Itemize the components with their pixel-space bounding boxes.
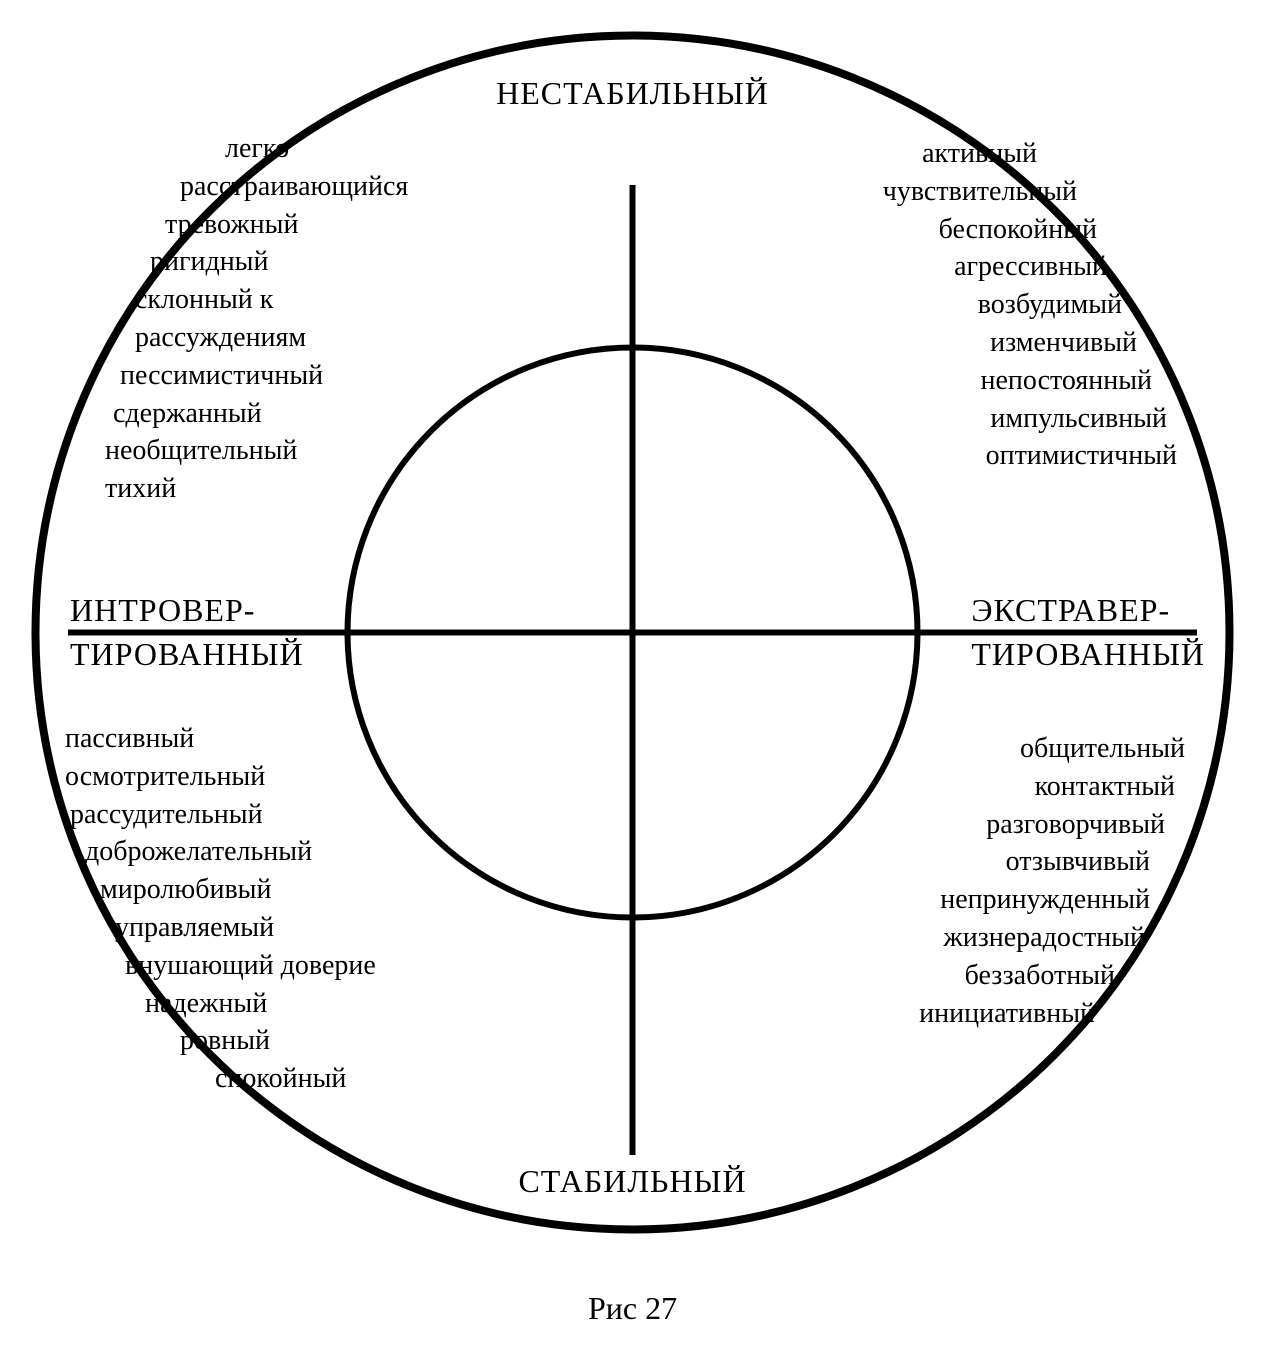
trait-item: тревожный xyxy=(105,206,408,244)
trait-item: склонный к xyxy=(105,281,408,319)
trait-item: оптимистичный xyxy=(883,437,1177,475)
figure-caption: Рис 27 xyxy=(588,1290,677,1327)
trait-item: ровный xyxy=(65,1022,376,1060)
axis-label-left-line1: ИНТРОВЕР- xyxy=(70,592,255,628)
axis-label-bottom: СТАБИЛЬНЫЙ xyxy=(518,1163,746,1200)
eysenck-circumplex-diagram: НЕСТАБИЛЬНЫЙ СТАБИЛЬНЫЙ ИНТРОВЕР- ТИРОВА… xyxy=(30,30,1235,1235)
trait-item: общительный xyxy=(919,730,1185,768)
trait-item: рассудительный xyxy=(65,796,376,834)
quadrant-top-right: активный чувствительный беспокойный агре… xyxy=(883,135,1177,475)
trait-item: беззаботный xyxy=(919,957,1185,995)
trait-item: пессимистичный xyxy=(105,357,408,395)
trait-item: инициативный xyxy=(919,995,1185,1033)
trait-item: легко xyxy=(105,130,408,168)
trait-item: управляемый xyxy=(65,909,376,947)
trait-item: непостоянный xyxy=(883,362,1177,400)
trait-item: чувствительный xyxy=(883,173,1177,211)
axis-label-right: ЭКСТРАВЕР- ТИРОВАННЫЙ xyxy=(971,588,1205,678)
trait-item: активный xyxy=(883,135,1177,173)
trait-item: рассуждениям xyxy=(105,319,408,357)
trait-item: осмотрительный xyxy=(65,758,376,796)
trait-item: непринужденный xyxy=(919,881,1185,919)
trait-item: надежный xyxy=(65,985,376,1023)
quadrant-top-left: легко расстраивающийся тревожный ригидны… xyxy=(105,130,408,508)
axis-label-right-line1: ЭКСТРАВЕР- xyxy=(971,592,1170,628)
trait-item: жизнерадостный xyxy=(919,919,1185,957)
axis-label-left-line2: ТИРОВАННЫЙ xyxy=(70,637,304,673)
trait-item: внушающий доверие xyxy=(65,947,376,985)
trait-item: ригидный xyxy=(105,243,408,281)
trait-item: сдержанный xyxy=(105,395,408,433)
axis-label-left: ИНТРОВЕР- ТИРОВАННЫЙ xyxy=(70,588,304,678)
quadrant-bottom-right: общительный контактный разговорчивый отз… xyxy=(919,730,1185,1032)
trait-item: беспокойный xyxy=(883,211,1177,249)
trait-item: контактный xyxy=(919,768,1185,806)
trait-item: спокойный xyxy=(65,1060,376,1098)
trait-item: разговорчивый xyxy=(919,806,1185,844)
trait-item: пассивный xyxy=(65,720,376,758)
trait-item: отзывчивый xyxy=(919,843,1185,881)
trait-item: изменчивый xyxy=(883,324,1177,362)
trait-item: необщительный xyxy=(105,432,408,470)
trait-item: доброжелательный xyxy=(65,833,376,871)
trait-item: импульсивный xyxy=(883,400,1177,438)
trait-item: агрессивный xyxy=(883,248,1177,286)
axis-label-top: НЕСТАБИЛЬНЫЙ xyxy=(496,75,769,112)
axis-label-right-line2: ТИРОВАННЫЙ xyxy=(971,637,1205,673)
quadrant-bottom-left: пассивный осмотрительный рассудительный … xyxy=(65,720,376,1098)
trait-item: возбудимый xyxy=(883,286,1177,324)
trait-item: расстраивающийся xyxy=(105,168,408,206)
trait-item: миролюбивый xyxy=(65,871,376,909)
trait-item: тихий xyxy=(105,470,408,508)
